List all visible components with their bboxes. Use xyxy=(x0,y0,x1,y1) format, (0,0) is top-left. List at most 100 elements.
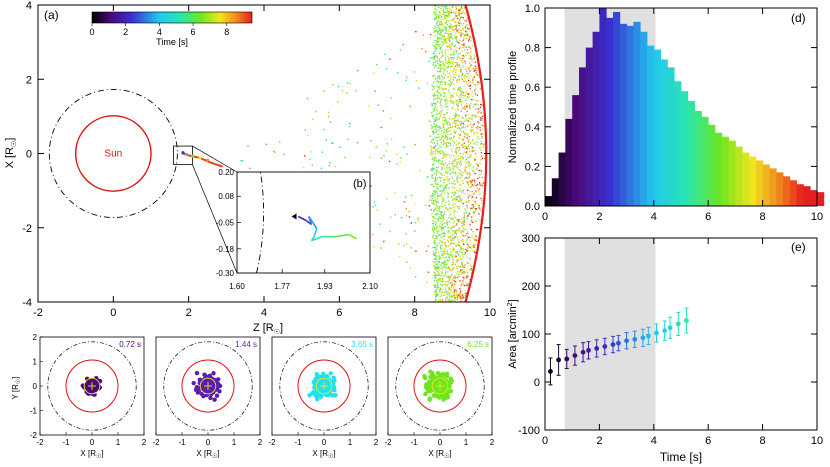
front-particle xyxy=(449,94,451,96)
front-particle xyxy=(448,203,451,205)
front-particle xyxy=(438,150,440,153)
front-particle xyxy=(441,161,443,163)
front-particle xyxy=(455,69,457,71)
front-particle xyxy=(444,135,447,138)
front-particle xyxy=(450,34,452,36)
front-particle xyxy=(448,298,451,300)
front-particle xyxy=(477,74,479,76)
front-particle xyxy=(436,131,438,133)
front-particle xyxy=(443,218,445,221)
front-particle xyxy=(465,114,467,116)
front-particle xyxy=(465,34,467,36)
front-particle xyxy=(479,88,482,90)
front-particle xyxy=(435,50,437,52)
front-particle xyxy=(457,52,460,55)
front-particle xyxy=(459,164,461,166)
front-particle xyxy=(461,251,463,253)
front-particle xyxy=(444,15,446,17)
front-particle xyxy=(450,35,452,38)
time-profile-bar xyxy=(545,196,553,206)
front-particle xyxy=(446,283,448,286)
front-particle xyxy=(464,20,466,22)
front-particle xyxy=(458,142,460,144)
front-particle xyxy=(448,92,450,94)
front-particle xyxy=(468,135,471,138)
front-particle xyxy=(479,173,481,176)
front-particle xyxy=(443,13,446,15)
front-particle xyxy=(467,283,469,285)
front-particle xyxy=(448,141,450,144)
front-particle xyxy=(436,21,439,23)
front-particle xyxy=(467,120,469,122)
front-particle xyxy=(479,127,481,129)
front-particle xyxy=(433,246,436,248)
front-particle xyxy=(439,70,442,73)
time-profile-bar xyxy=(810,190,818,206)
front-particle xyxy=(447,208,449,211)
front-particle xyxy=(447,240,449,243)
front-particle xyxy=(476,137,478,140)
front-particle xyxy=(436,222,438,224)
front-particle xyxy=(438,136,440,138)
front-particle xyxy=(449,30,451,33)
front-particle xyxy=(436,32,439,34)
snapshot-time-label: 3.65 s xyxy=(351,340,373,349)
front-particle xyxy=(433,31,435,33)
front-particle xyxy=(472,206,475,208)
front-particle xyxy=(470,185,473,188)
front-particle xyxy=(457,142,459,145)
snapshot-particle xyxy=(206,389,212,394)
front-particle xyxy=(442,76,444,78)
front-particle xyxy=(468,201,470,203)
front-particle xyxy=(433,123,436,125)
front-particle xyxy=(434,127,436,129)
front-particle xyxy=(462,94,464,97)
panel-e-xlabel: Time [s] xyxy=(660,450,702,464)
front-particle xyxy=(433,130,435,132)
front-particle xyxy=(432,114,435,116)
front-particle xyxy=(432,56,434,59)
front-particle xyxy=(455,15,457,17)
front-particle xyxy=(436,30,438,32)
sparse-particle xyxy=(408,216,411,218)
front-particle xyxy=(437,195,439,197)
front-particle xyxy=(454,158,456,160)
front-particle xyxy=(457,89,459,91)
front-particle xyxy=(458,57,461,60)
front-particle xyxy=(439,288,442,290)
time-profile-bar xyxy=(742,152,750,206)
front-particle xyxy=(437,162,440,164)
front-particle xyxy=(459,270,462,272)
front-particle xyxy=(465,106,468,108)
front-particle xyxy=(439,102,441,104)
snapshot-particle xyxy=(426,384,432,390)
sparse-particle xyxy=(425,50,427,53)
front-particle xyxy=(440,111,442,113)
front-particle xyxy=(479,119,482,121)
front-particle xyxy=(451,186,454,188)
panel-d-xtick-label: 4 xyxy=(651,211,657,223)
front-particle xyxy=(442,79,445,81)
front-particle xyxy=(470,84,472,87)
front-particle xyxy=(459,157,462,159)
sparse-particle xyxy=(383,240,385,243)
front-particle xyxy=(443,36,446,38)
sparse-particle xyxy=(304,129,306,131)
front-particle xyxy=(446,19,448,22)
front-particle xyxy=(450,254,452,256)
front-particle xyxy=(469,88,471,90)
front-particle xyxy=(437,183,439,186)
front-particle xyxy=(432,228,434,231)
front-particle xyxy=(460,191,463,193)
time-profile-bar xyxy=(762,164,770,206)
front-particle xyxy=(452,5,454,8)
front-particle xyxy=(452,168,454,171)
front-particle xyxy=(467,117,469,119)
front-particle xyxy=(463,160,466,163)
snapshot-xtick-label: -2 xyxy=(268,438,276,447)
front-particle xyxy=(444,153,446,156)
front-particle xyxy=(434,105,436,107)
front-particle xyxy=(448,30,450,32)
front-particle xyxy=(468,162,470,165)
